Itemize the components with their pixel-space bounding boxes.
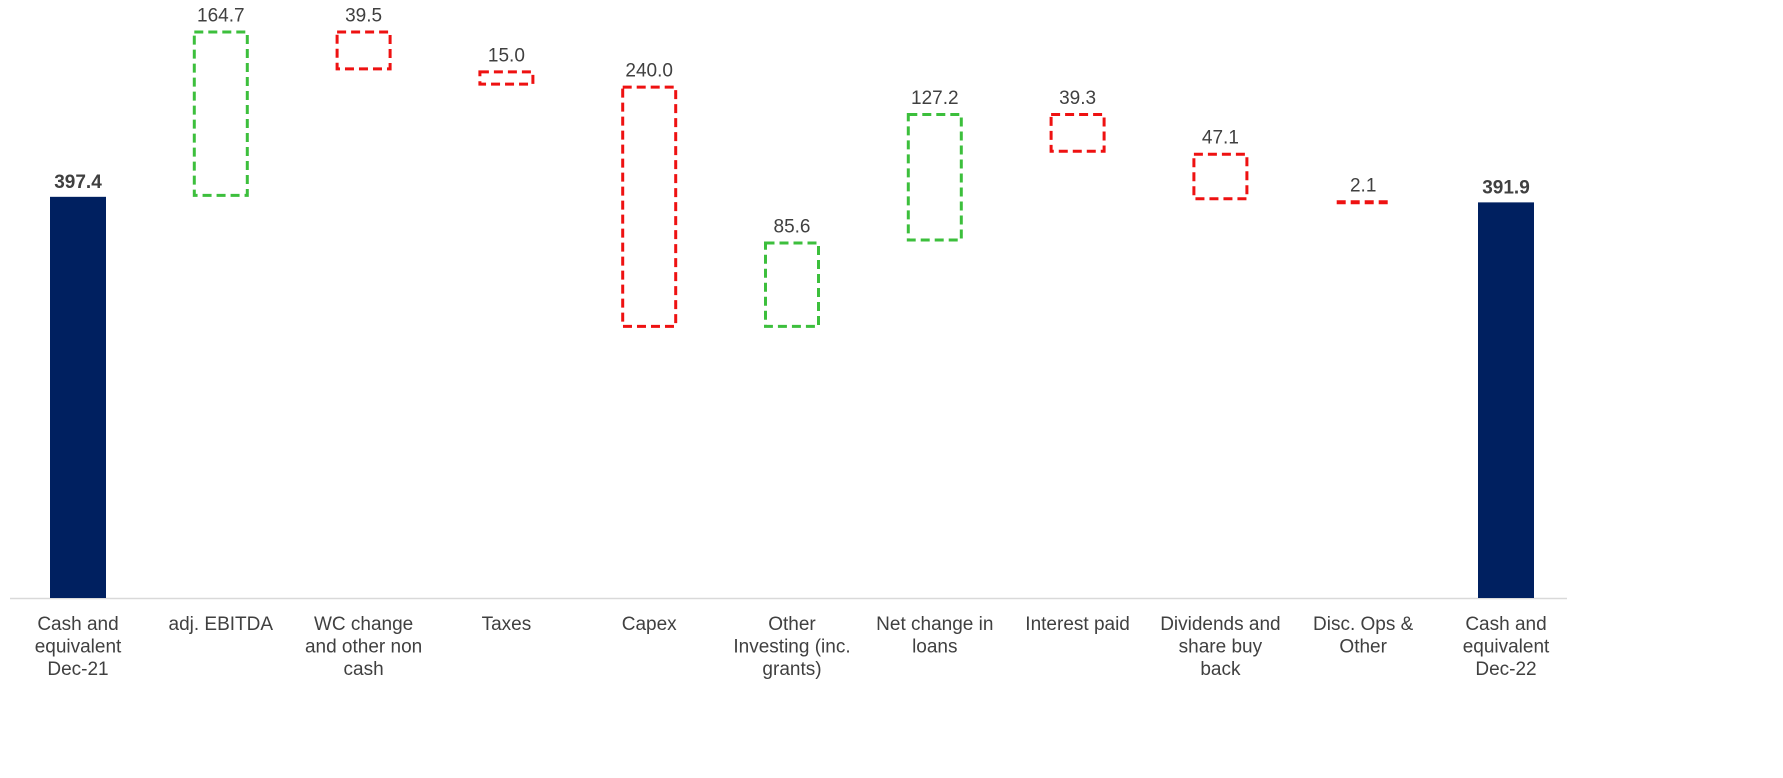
- x-tick-label-line: Other: [1339, 637, 1387, 658]
- x-tick-label-1: adj. EBITDA: [169, 614, 274, 635]
- bar-decrease-7: [1049, 113, 1106, 153]
- bar-decrease-2: [335, 30, 392, 71]
- x-tick-label-line: grants): [762, 659, 821, 680]
- bar-decrease-9: [1335, 200, 1392, 205]
- x-tick-label-line: Dec-21: [47, 659, 108, 680]
- x-tick-label-2: WC change and other non cash: [305, 614, 422, 680]
- x-tick-label-line: Net change in: [876, 614, 993, 635]
- x-tick-label-line: Cash and: [1465, 614, 1546, 635]
- x-tick-label-line: equivalent: [35, 637, 122, 658]
- x-tick-label-10: Cash and equivalent Dec-22: [1463, 614, 1550, 680]
- data-label-7: 39.3: [1059, 88, 1096, 109]
- bar-increase-5: [764, 241, 820, 328]
- data-label-1: 164.7: [197, 6, 245, 27]
- x-tick-label-line: Cash and: [37, 614, 118, 635]
- x-tick-label-4: Capex: [622, 614, 677, 635]
- x-tick-label-line: adj. EBITDA: [169, 614, 274, 635]
- data-label-9: 2.1: [1350, 175, 1376, 196]
- x-tick-label-line: Other: [768, 614, 816, 635]
- x-tick-label-8: Dividends and share buy back: [1160, 614, 1280, 680]
- data-label-6: 127.2: [911, 88, 959, 109]
- x-tick-label-line: Investing (inc.: [733, 637, 850, 658]
- x-tick-label-line: back: [1200, 659, 1241, 680]
- x-tick-label-5: Other Investing (inc. grants): [733, 614, 850, 680]
- data-label-3: 15.0: [488, 45, 525, 66]
- bar-increase-6: [906, 113, 963, 242]
- bar-total-10: [1478, 202, 1534, 598]
- x-tick-label-line: WC change: [314, 614, 413, 635]
- x-tick-label-line: Taxes: [482, 614, 532, 635]
- x-tick-label-line: Capex: [622, 614, 677, 635]
- x-tick-label-line: equivalent: [1463, 637, 1550, 658]
- x-tick-label-line: Dividends and: [1160, 614, 1280, 635]
- x-tick-label-line: cash: [344, 659, 384, 680]
- data-label-2: 39.5: [345, 6, 382, 27]
- x-tick-label-line: share buy: [1179, 637, 1263, 658]
- data-label-0: 397.4: [54, 172, 102, 193]
- bar-decrease-8: [1192, 152, 1249, 201]
- data-label-10: 391.9: [1482, 177, 1530, 198]
- x-tick-label-line: loans: [912, 637, 957, 658]
- x-tick-label-line: Interest paid: [1025, 614, 1130, 635]
- bar-total-0: [50, 196, 106, 598]
- x-tick-label-line: and other non: [305, 637, 422, 658]
- bar-increase-1: [192, 30, 249, 197]
- x-tick-label-7: Interest paid: [1025, 614, 1130, 635]
- x-tick-label-3: Taxes: [482, 614, 532, 635]
- x-tick-label-9: Disc. Ops & Other: [1313, 614, 1414, 658]
- bar-decrease-3: [478, 70, 535, 86]
- data-label-8: 47.1: [1202, 128, 1239, 149]
- data-label-5: 85.6: [774, 216, 811, 237]
- x-tick-label-line: Dec-22: [1475, 659, 1536, 680]
- x-tick-label-6: Net change in loans: [876, 614, 993, 658]
- bar-decrease-4: [621, 85, 678, 328]
- data-label-4: 240.0: [625, 61, 673, 82]
- x-tick-label-0: Cash and equivalent Dec-21: [35, 614, 122, 680]
- x-tick-label-line: Disc. Ops &: [1313, 614, 1414, 635]
